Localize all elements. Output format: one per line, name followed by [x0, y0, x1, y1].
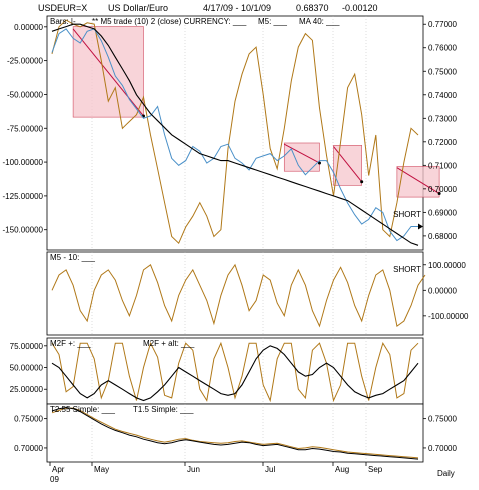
right-tick-label: -100.00000 [428, 312, 469, 321]
right-tick-label: 0.76000 [428, 44, 457, 53]
trade-exit-dot [360, 180, 364, 184]
trade-line [396, 167, 440, 194]
trade-exit-dot [317, 161, 321, 165]
legend-item: MA 40: ___ [299, 17, 340, 26]
right-tick-label: 0.75000 [428, 67, 457, 76]
x-month-label: May [94, 465, 109, 474]
short-signal-label: SHORT [393, 210, 421, 219]
x-month-label: Jun [187, 465, 200, 474]
x-month-label: Sep [368, 465, 383, 474]
left-tick-label: 75.00000 [10, 342, 44, 351]
x-month-label: Apr [52, 465, 65, 474]
right-tick-label: 0.70000 [428, 444, 457, 453]
last-value-marker [418, 223, 423, 230]
m2f-plus-alt-line [51, 345, 419, 402]
m2f-plus-line [51, 341, 419, 403]
ma40-line [51, 23, 419, 246]
legend-item: T1.5 Simple: ___ [133, 405, 194, 414]
left-tick-label: -75.00000 [7, 124, 44, 133]
legend-item: M5: ___ [258, 17, 287, 26]
right-tick-label: 0.00000 [428, 286, 457, 295]
right-tick-label: 0.70000 [428, 185, 457, 194]
m5-price-line [51, 28, 418, 242]
trade-exit-dot [437, 192, 441, 196]
price-change: -0.00120 [342, 3, 378, 13]
left-tick-label: 25.00000 [10, 385, 44, 394]
short-signal-label: SHORT [393, 265, 421, 274]
left-tick-label: 0.70000 [14, 444, 43, 453]
instrument-name: US Dollar/Euro [108, 3, 169, 13]
legend-item: M5 - 10: ___ [50, 253, 95, 262]
legend-item: T2.55 Simple: ___ [50, 405, 115, 414]
right-tick-label: 0.69000 [428, 208, 457, 217]
left-tick-label: -125.00000 [3, 192, 44, 201]
right-tick-label: 100.00000 [428, 261, 466, 270]
legend-item: Bars: |- [50, 17, 76, 26]
x-year-label: 09 [50, 475, 59, 484]
right-tick-label: 0.68000 [428, 232, 457, 241]
legend-item: M2F + alt: ___ [143, 339, 195, 348]
m5-10-line [51, 263, 426, 328]
period-label: Daily [437, 469, 455, 478]
t255-line [51, 407, 419, 459]
last-price: 0.68370 [296, 3, 329, 13]
right-tick-label: 0.75000 [428, 415, 457, 424]
right-tick-label: 0.72000 [428, 138, 457, 147]
m5-trade-line [51, 19, 419, 245]
left-tick-label: 0.00000 [14, 23, 43, 32]
left-tick-label: -25.00000 [7, 57, 44, 66]
date-range: 4/17/09 - 10/1/09 [203, 3, 272, 13]
x-month-label: Aug [335, 465, 349, 474]
trade-line [333, 146, 363, 183]
right-tick-label: 0.71000 [428, 161, 457, 170]
chart-header: USDEUR=X US Dollar/Euro 4/17/09 - 10/1/0… [0, 0, 479, 14]
right-tick-label: 0.73000 [428, 114, 457, 123]
right-tick-label: 0.77000 [428, 20, 457, 29]
left-tick-label: -150.00000 [3, 226, 44, 235]
legend-item: ** M5 trade (10) 2 (close) CURRENCY: ___ [92, 17, 247, 26]
left-tick-label: -100.00000 [3, 158, 44, 167]
left-tick-label: -50.00000 [7, 90, 44, 99]
legend-item: M2F +: ___ [50, 339, 91, 348]
trade-line [284, 143, 320, 164]
x-month-label: Jul [265, 465, 275, 474]
left-tick-label: 0.75000 [14, 415, 43, 424]
trade-line [72, 28, 144, 117]
right-tick-label: 0.74000 [428, 91, 457, 100]
panel-frame-4 [46, 403, 424, 463]
t15-line [51, 406, 419, 460]
left-tick-label: 50.00000 [10, 364, 44, 373]
symbol-label: USDEUR=X [38, 3, 88, 13]
